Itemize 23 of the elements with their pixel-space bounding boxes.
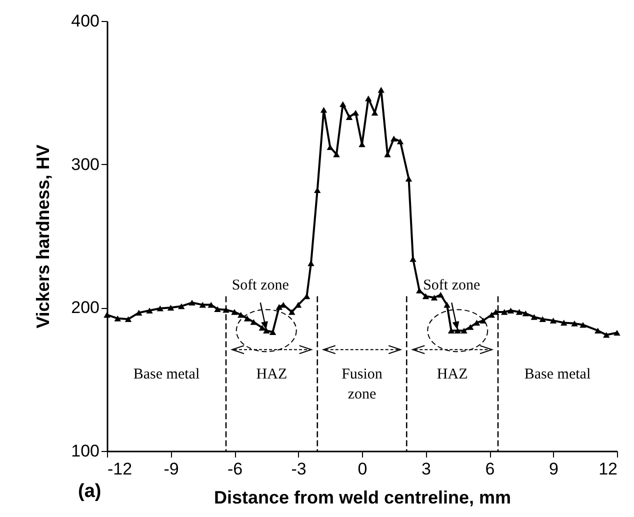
y-tick-label: 300 [71, 154, 100, 174]
annotation: Base metal [524, 366, 591, 383]
x-tick-label: 12 [598, 460, 618, 478]
y-tick-label: 400 [71, 12, 100, 30]
x-axis-title: Distance from weld centreline, mm [214, 488, 512, 508]
text: (a) [78, 481, 102, 502]
x-tick-label: 3 [422, 460, 431, 478]
annotation: HAZ [436, 366, 468, 383]
annotation: Base metal [133, 366, 200, 383]
x-tick-label: -3 [291, 460, 306, 478]
x-tick-label: 0 [358, 460, 368, 478]
y-tick-label: 200 [71, 298, 100, 318]
x-tick-label: -6 [227, 460, 243, 478]
x-tick-label: -9 [164, 460, 179, 478]
y-axis-title: Vickers hardness, HV [33, 144, 54, 328]
y-tick-label: 100 [71, 442, 100, 460]
annotation: Fusion zone [342, 366, 383, 403]
x-tick-label: -12 [108, 460, 132, 478]
x-tick-label: 6 [485, 460, 495, 478]
annotation: Soft zone [423, 278, 480, 294]
annotation: Soft zone [232, 278, 290, 294]
x-tick-label: 9 [549, 460, 558, 478]
annotation: HAZ [256, 366, 288, 383]
